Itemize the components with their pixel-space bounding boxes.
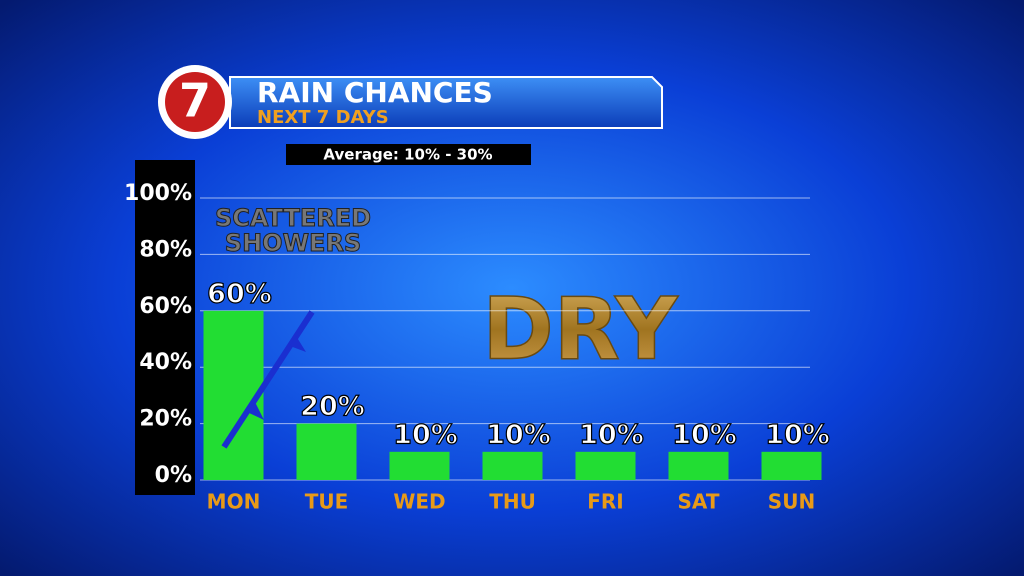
note: Average: 10% - 30% xyxy=(323,146,492,164)
value-label: 60% xyxy=(207,278,272,309)
value-label: 10% xyxy=(765,419,830,450)
annotation: DRY xyxy=(482,279,679,379)
bar xyxy=(482,451,543,480)
y-axis-panel xyxy=(135,160,195,495)
bar xyxy=(203,310,264,480)
x-tick-label: TUE xyxy=(305,490,349,514)
bar xyxy=(575,451,636,480)
header-box xyxy=(229,76,663,129)
y-tick-label: 40% xyxy=(139,350,192,375)
bar xyxy=(668,451,729,480)
bar xyxy=(761,451,822,480)
value-label: 20% xyxy=(300,391,365,422)
y-tick-label: 100% xyxy=(124,181,192,206)
value-label: 10% xyxy=(393,419,458,450)
value-label: 10% xyxy=(486,419,551,450)
front-symbol xyxy=(221,310,315,449)
x-tick-label: SAT xyxy=(678,490,720,514)
value-label: 10% xyxy=(579,419,644,450)
bar xyxy=(296,423,357,480)
x-tick-label: THU xyxy=(489,490,536,514)
value-label: 10% xyxy=(672,419,737,450)
chart-title: RAIN CHANCES xyxy=(257,76,493,109)
y-tick-label: 60% xyxy=(139,294,192,319)
plot: 0% 20% 40% 60% 80% 100% MON 60% TUE 20% WED 10% THU 1… xyxy=(124,181,830,514)
x-tick-label: FRI xyxy=(587,490,624,514)
y-tick-label: 0% xyxy=(155,463,192,488)
y-tick-label: 20% xyxy=(139,407,192,432)
logo xyxy=(165,72,225,132)
chart-subtitle: NEXT 7 DAYS xyxy=(257,107,389,128)
y-tick-label: 80% xyxy=(139,237,192,262)
note-box xyxy=(286,144,531,165)
x-tick-label: SUN xyxy=(768,490,815,514)
x-tick-label: MON xyxy=(207,490,261,514)
x-tick-label: WED xyxy=(393,490,445,514)
logo-text: 7 xyxy=(179,74,211,128)
bar xyxy=(389,451,450,480)
annotation: SHOWERS xyxy=(225,229,361,257)
annotation: SCATTERED xyxy=(215,204,371,232)
